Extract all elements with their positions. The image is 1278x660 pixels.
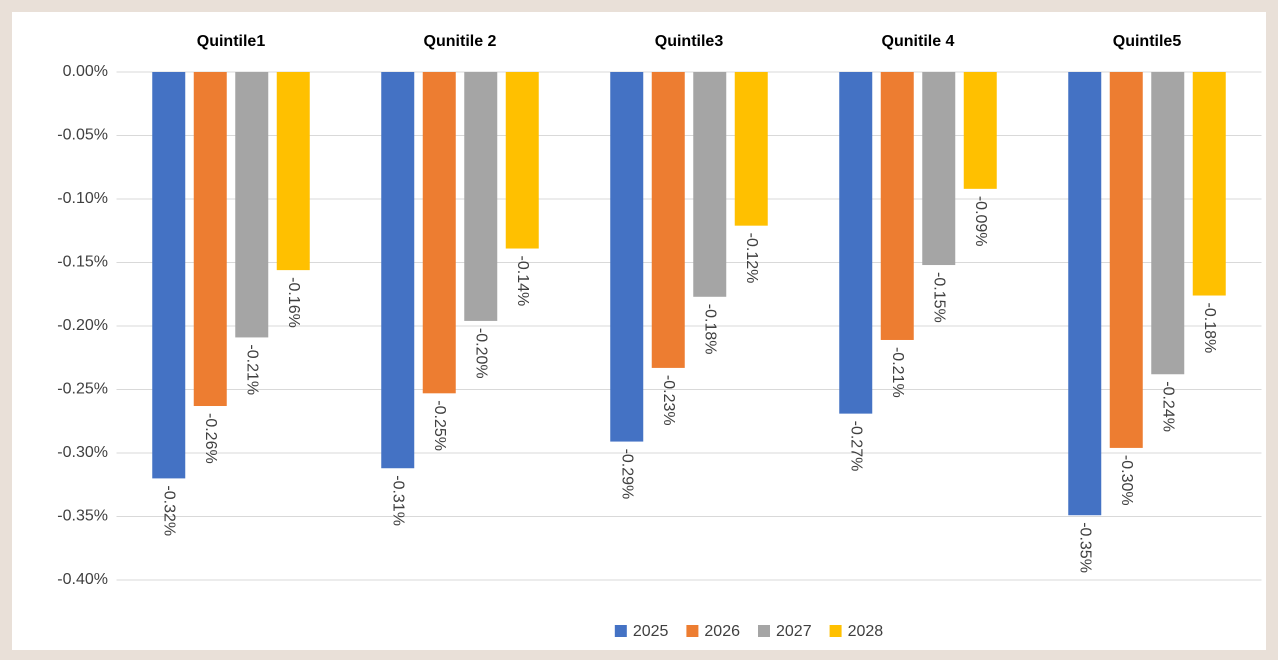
bar [276, 72, 310, 271]
data-label: -0.14% [514, 256, 531, 307]
y-tick-label: -0.20% [57, 317, 108, 334]
y-tick-label: -0.40% [57, 571, 108, 588]
data-label: -0.30% [1118, 455, 1135, 506]
bar [422, 72, 456, 394]
data-label: -0.24% [1160, 381, 1177, 432]
y-tick-label: -0.25% [57, 381, 108, 398]
category-label: Quintile1 [197, 33, 266, 50]
data-label: -0.09% [972, 196, 989, 247]
data-label: -0.23% [660, 375, 677, 426]
legend-label: 2027 [776, 623, 812, 640]
bar [505, 72, 539, 249]
y-tick-label: 0.00% [63, 63, 108, 80]
bar [734, 72, 768, 226]
category-label: Quintile3 [655, 33, 724, 50]
category-label: Quintile5 [1113, 33, 1182, 50]
bar [152, 72, 186, 479]
legend-swatch [614, 625, 627, 637]
bar [693, 72, 727, 297]
data-label: -0.21% [889, 347, 906, 398]
bar [651, 72, 685, 368]
data-label: -0.27% [848, 421, 865, 472]
legend-label: 2028 [848, 623, 884, 640]
y-tick-label: -0.35% [57, 508, 108, 525]
data-label: -0.20% [473, 328, 490, 379]
data-label: -0.16% [285, 277, 302, 328]
data-label: -0.26% [202, 413, 219, 464]
data-label: -0.35% [1077, 522, 1094, 573]
data-label: -0.29% [619, 449, 636, 500]
y-tick-label: -0.15% [57, 254, 108, 271]
data-label: -0.18% [702, 304, 719, 355]
bar [963, 72, 997, 189]
data-label: -0.15% [931, 272, 948, 323]
bar [1109, 72, 1143, 448]
legend-swatch [686, 625, 699, 637]
data-label: -0.25% [431, 400, 448, 451]
data-label: -0.32% [161, 485, 178, 536]
bar [922, 72, 956, 266]
y-tick-label: -0.30% [57, 444, 108, 461]
legend-swatch [758, 625, 770, 637]
legend: 2025 2026 2027 2028 [614, 623, 884, 640]
bar [1192, 72, 1226, 296]
bar [880, 72, 914, 340]
data-label: -0.31% [390, 475, 407, 526]
data-label: -0.18% [1201, 303, 1218, 354]
data-label: -0.21% [244, 344, 261, 395]
category-label: Qunitile 4 [882, 33, 955, 50]
data-label: -0.12% [743, 233, 760, 284]
y-tick-label: -0.05% [57, 127, 108, 144]
bar [839, 72, 873, 414]
bar [381, 72, 415, 469]
bar [1151, 72, 1185, 375]
legend-swatch [829, 625, 842, 637]
category-label: Qunitile 2 [424, 33, 497, 50]
legend-label: 2025 [633, 623, 669, 640]
bar [464, 72, 498, 321]
bar [235, 72, 269, 338]
bar [610, 72, 644, 442]
bar [193, 72, 227, 407]
bar [1068, 72, 1102, 516]
y-tick-label: -0.10% [57, 190, 108, 207]
legend-label: 2026 [704, 623, 740, 640]
